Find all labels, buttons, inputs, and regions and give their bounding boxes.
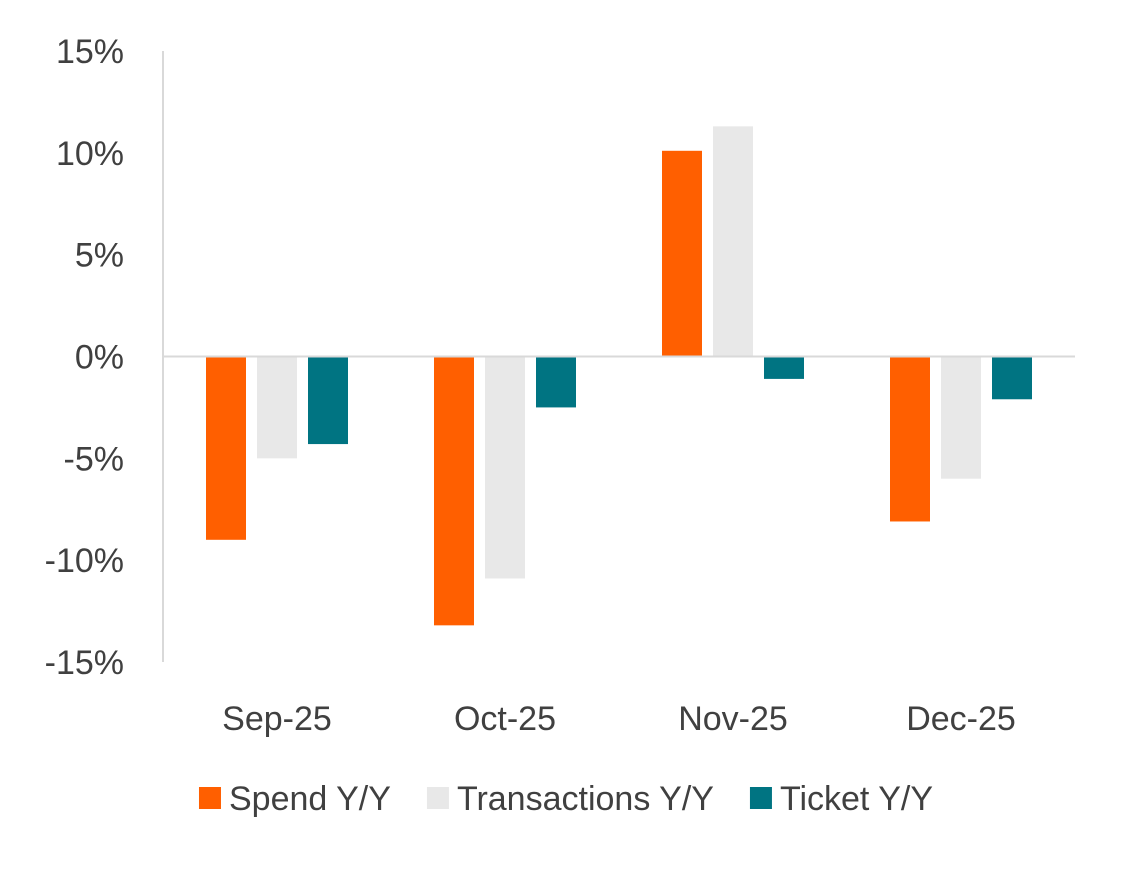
x-category-label: Nov-25 <box>678 700 788 738</box>
bar-spend-y-y-sep-25 <box>206 356 246 540</box>
bars <box>206 126 1032 626</box>
legend-label-transactions-y-y: Transactions Y/Y <box>457 780 714 818</box>
y-tick-label: -15% <box>45 644 124 682</box>
bar-ticket-y-y-nov-25 <box>764 356 804 379</box>
bar-transactions-y-y-sep-25 <box>257 356 297 459</box>
legend-marker-spend-y-y <box>198 787 221 809</box>
y-tick-label: -5% <box>64 440 124 478</box>
x-axis: Sep-25 Oct-25 Nov-25 Dec-25 <box>163 355 1075 738</box>
bar-ticket-y-y-dec-25 <box>992 356 1032 400</box>
bar-transactions-y-y-nov-25 <box>713 126 753 357</box>
bar-spend-y-y-oct-25 <box>434 356 474 626</box>
bar-transactions-y-y-oct-25 <box>485 356 525 579</box>
y-tick-label: 10% <box>56 135 124 173</box>
y-tick-label: 15% <box>56 33 124 71</box>
bar-spend-y-y-dec-25 <box>890 356 930 522</box>
x-category-label: Oct-25 <box>454 700 556 738</box>
bar-ticket-y-y-oct-25 <box>536 356 576 408</box>
bar-ticket-y-y-sep-25 <box>308 356 348 445</box>
bar-spend-y-y-nov-25 <box>662 150 702 357</box>
legend-marker-transactions-y-y <box>426 787 449 809</box>
bar-transactions-y-y-dec-25 <box>941 356 981 479</box>
y-axis: 15% 10% 5% 0% -5% -10% -15% <box>45 33 164 682</box>
y-tick-label: 0% <box>75 339 124 377</box>
legend-label-spend-y-y: Spend Y/Y <box>229 780 391 818</box>
legend-marker-ticket-y-y <box>749 787 772 809</box>
legend: Spend Y/Y Transactions Y/Y Ticket Y/Y <box>198 780 933 818</box>
legend-label-ticket-y-y: Ticket Y/Y <box>780 780 933 818</box>
y-tick-label: 5% <box>75 237 124 275</box>
y-tick-label: -10% <box>45 542 124 580</box>
x-category-label: Sep-25 <box>222 700 332 738</box>
x-category-label: Dec-25 <box>906 700 1016 738</box>
